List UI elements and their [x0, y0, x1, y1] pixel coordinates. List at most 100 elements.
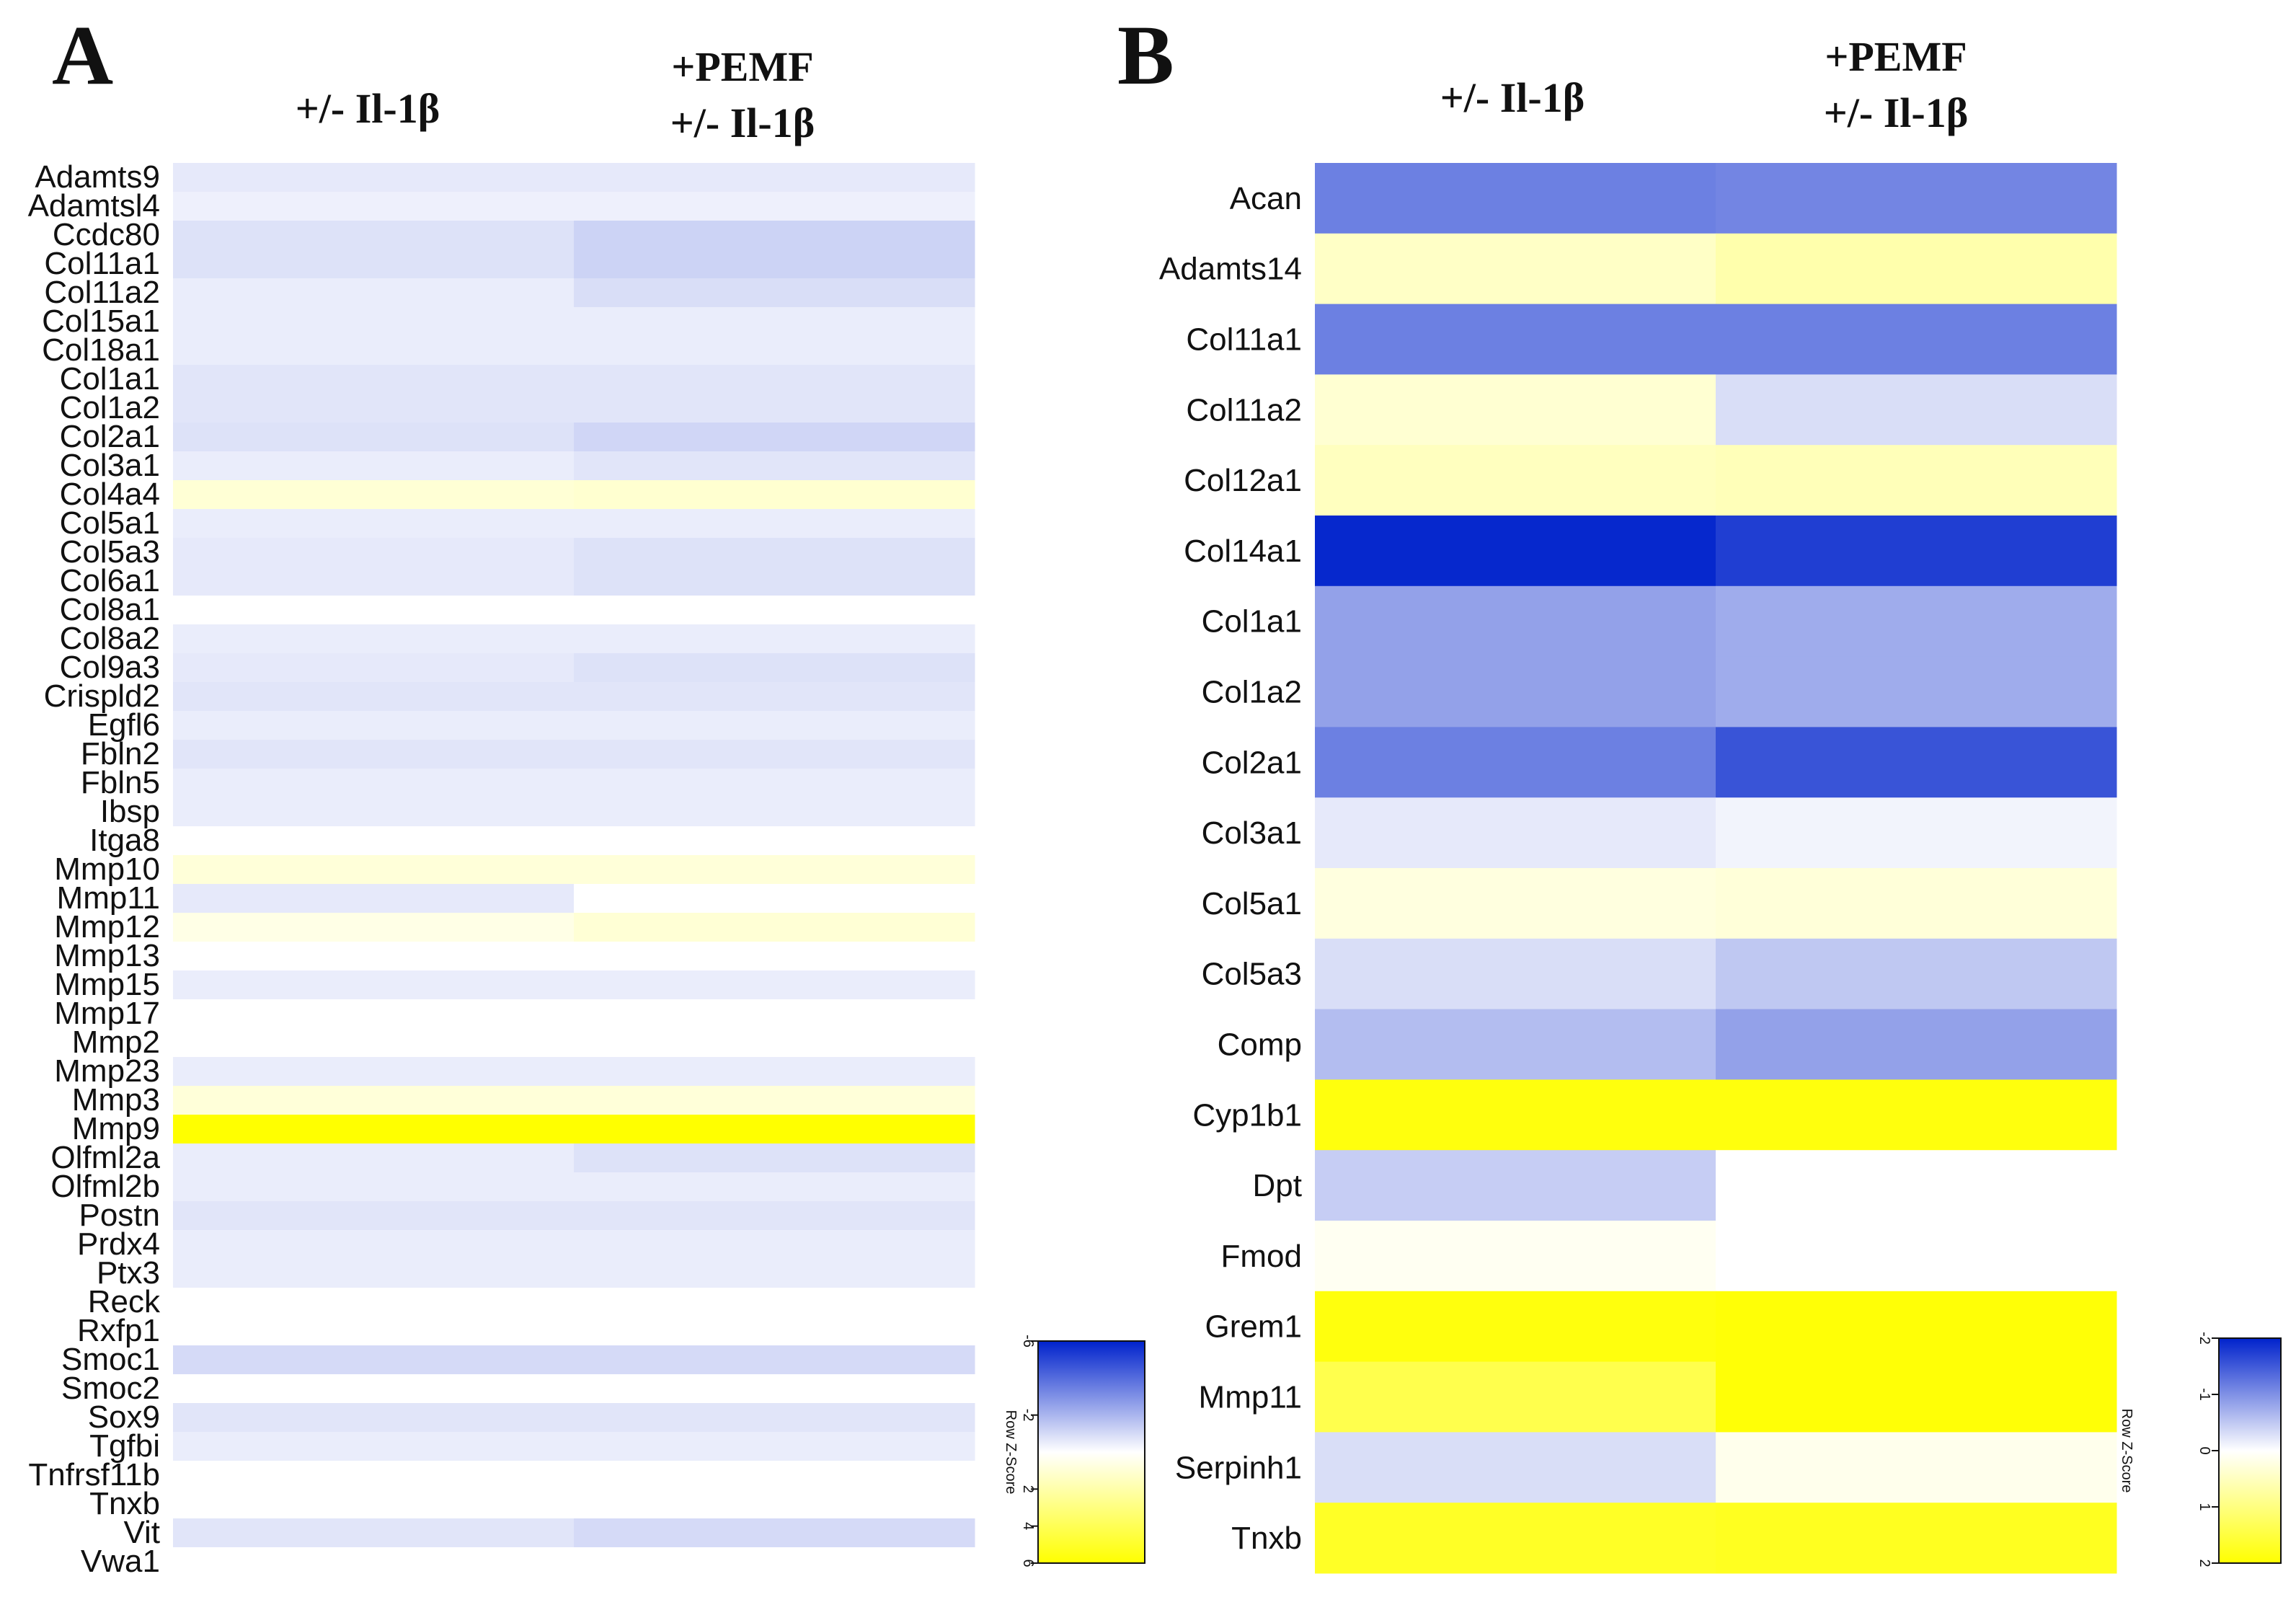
color-key-tick-label: 4: [1020, 1522, 1036, 1530]
heatmap-b-row-label: Col2a1: [1202, 745, 1302, 780]
heatmap-a-cell-mmp12-col1: [173, 913, 575, 942]
heatmap-b-cell-col2a1-col2: [1716, 727, 2117, 798]
heatmap-b-cell-col11a1-col1: [1315, 304, 1716, 375]
heatmap-b-cell-col1a1-col1: [1315, 585, 1716, 658]
heatmap-a-cell-col15a1-col1: [173, 307, 575, 337]
heatmap-a-cell-mmp9-col1: [173, 1115, 575, 1144]
heatmap-a-cell-olfml2a-col1: [173, 1143, 575, 1173]
heatmap-a-row-label: Olfml2a: [50, 1140, 160, 1175]
panel-b-col-header-2-line1: +PEMF: [1825, 33, 1967, 80]
heatmap-b-row-label: Col5a3: [1202, 957, 1302, 992]
heatmap-a-cell-egfl6-col1: [173, 711, 575, 740]
heatmap-a-cell-ptx3-col1: [173, 1259, 575, 1288]
heatmap-a-cell-crispld2-col2: [574, 682, 975, 712]
heatmap-b-cell-fmod-col1: [1315, 1221, 1716, 1292]
heatmap-a-cell-tnfrsf11b-col1: [173, 1461, 575, 1490]
heatmap-a-cell-col3a1-col2: [574, 451, 975, 481]
heatmap-a-cell-col8a2-col1: [173, 624, 575, 654]
heatmap-b-row-label: Mmp11: [1199, 1380, 1302, 1415]
heatmap-a-cell-itga8-col2: [574, 826, 975, 856]
heatmap-a-cell-prdx4-col1: [173, 1230, 575, 1260]
heatmap-a-cell-ibsp-col2: [574, 797, 975, 827]
heatmap-a-cell-col2a1-col2: [574, 423, 975, 452]
heatmap-a-cell-smoc2-col2: [574, 1374, 975, 1404]
heatmap-a-row-label: Col6a1: [60, 563, 160, 598]
heatmap-a-row-label: Col2a1: [60, 419, 160, 454]
heatmap-a-cell-col8a1-col2: [574, 596, 975, 625]
heatmap-a-cell-tgfbi-col2: [574, 1432, 975, 1461]
heatmap-b-cell-mmp11-col1: [1315, 1361, 1716, 1433]
heatmap-a-row-label: Mmp9: [72, 1111, 160, 1146]
color-key-tick-label: -6: [1020, 1335, 1036, 1348]
heatmap-b-row-label: Col14a1: [1184, 534, 1302, 569]
heatmap-a-cell-col3a1-col1: [173, 451, 575, 481]
heatmap-a-row-label: Tgfbi: [89, 1428, 160, 1464]
heatmap-b-cell-col12a1-col2: [1716, 445, 2117, 516]
heatmap-a-row-label: Rxfp1: [77, 1313, 160, 1348]
heatmap-a-cell-egfl6-col2: [574, 711, 975, 740]
heatmap-a-cell-postn-col2: [574, 1201, 975, 1231]
panel-a-col-header-2-line1: +PEMF: [671, 43, 813, 90]
heatmap-a-row-label: Mmp13: [54, 938, 160, 973]
heatmap-a-row-label: Reck: [88, 1284, 161, 1319]
heatmap-a-cell-col1a2-col2: [574, 394, 975, 423]
heatmap-b-row-label: Tnxb: [1231, 1521, 1302, 1556]
heatmap-b-cell-serpinh1-col1: [1315, 1432, 1716, 1503]
heatmap-a-cell-mmp15-col2: [574, 970, 975, 1000]
heatmap-b-cell-col5a1-col2: [1716, 868, 2117, 939]
heatmap-a-row-label: Tnxb: [89, 1486, 160, 1521]
heatmap-a-cell-mmp2-col1: [173, 1028, 575, 1058]
heatmap-b-cell-col14a1-col1: [1315, 516, 1716, 587]
heatmap-b-cell-fmod-col2: [1716, 1221, 2117, 1292]
heatmap-b-cell-col11a2-col1: [1315, 374, 1716, 446]
heatmap-b-cell-dpt-col1: [1315, 1150, 1716, 1221]
heatmap-b-cell-serpinh1-col2: [1716, 1432, 2117, 1503]
color-key-tick-label: 1: [2197, 1503, 2212, 1510]
heatmap-a-cell-mmp17-col1: [173, 999, 575, 1029]
heatmap-b-row-label: Dpt: [1253, 1168, 1302, 1203]
panel-b-color-key-bar: [2218, 1337, 2282, 1564]
heatmap-a-cell-col6a1-col2: [574, 567, 975, 596]
heatmap-a-cell-vit-col1: [173, 1518, 575, 1548]
heatmap-a-cell-col11a2-col1: [173, 278, 575, 308]
heatmap-a-row-labels: Adamts9Adamtsl4Ccdc80Col11a1Col11a2Col15…: [28, 159, 161, 1579]
panel-a-col-header-2-line2: +/- Il-1β: [670, 99, 815, 146]
heatmap-a-row-label: Col1a2: [60, 390, 160, 425]
color-key-tick-label: -2: [2197, 1332, 2212, 1345]
heatmap-a-row-label: Col8a1: [60, 592, 160, 627]
heatmap-a-cell-fbln2-col2: [574, 740, 975, 769]
heatmap-a-row-label: Mmp15: [54, 967, 160, 1002]
color-key-tick-label: 6: [1020, 1559, 1036, 1567]
heatmap-b-cell-adamts14-col2: [1716, 233, 2117, 305]
heatmap-a-row-label: Ccdc80: [53, 217, 160, 252]
heatmap-a-cell-fbln5-col2: [574, 769, 975, 798]
heatmap-a-cell-col11a1-col1: [173, 249, 575, 279]
heatmap-b-cell-col11a2-col2: [1716, 374, 2117, 446]
panel-b: B +/- Il-1β +PEMF +/- Il-1β Acan Adamts14…: [1117, 8, 2282, 1574]
heatmap-b-row-label: Comp: [1218, 1027, 1302, 1063]
heatmap-a-cell-mmp10-col1: [173, 855, 575, 885]
heatmap-a-cell-mmp3-col2: [574, 1086, 975, 1115]
heatmap-a-cell-col4a4-col1: [173, 480, 575, 510]
heatmap-b-cell-col2a1-col1: [1315, 727, 1716, 798]
heatmap-a-cell-mmp13-col1: [173, 942, 575, 971]
heatmap-a-row-label: Col5a3: [60, 534, 160, 570]
heatmap-a-cell-col8a1-col1: [173, 596, 575, 625]
heatmap-b: [1315, 163, 2117, 1574]
heatmap-b-cell-col3a1-col2: [1716, 797, 2117, 869]
heatmap-a-row-label: Smoc2: [61, 1371, 160, 1406]
panel-a-color-key: -6 -2 2 4 6 Row Z-Score: [1003, 1335, 1145, 1567]
heatmap-b-row-label: Col3a1: [1202, 815, 1302, 851]
heatmap-a-cell-smoc1-col2: [574, 1345, 975, 1375]
heatmap-a-cell-col8a2-col2: [574, 624, 975, 654]
heatmap-a-cell-adamts9-col2: [574, 163, 975, 193]
heatmap-a-cell-vwa1-col1: [173, 1547, 575, 1577]
heatmap-a-cell-mmp13-col2: [574, 942, 975, 971]
heatmap-b-cell-mmp11-col2: [1716, 1361, 2117, 1433]
heatmap-a-cell-mmp10-col2: [574, 855, 975, 885]
heatmap-b-cell-tnxb-col1: [1315, 1503, 1716, 1574]
heatmap-b-cell-col1a1-col2: [1716, 585, 2117, 658]
panel-a-color-key-bar: [1037, 1340, 1145, 1564]
heatmap-a-cell-col5a1-col2: [574, 509, 975, 539]
heatmap-b-cell-tnxb-col2: [1716, 1503, 2117, 1574]
